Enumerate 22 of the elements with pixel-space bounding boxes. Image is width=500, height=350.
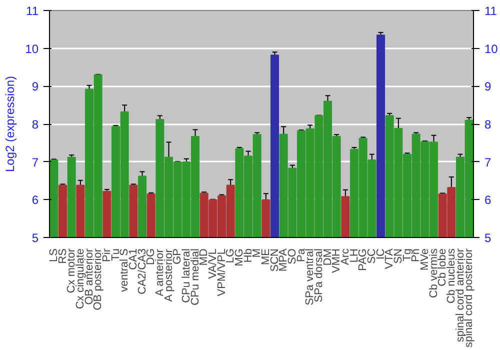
y-tick-label: 6: [32, 193, 39, 208]
y2-tick-label: 7: [484, 155, 492, 170]
x-tick-label: RS: [56, 248, 69, 264]
y2-tick-label: 8: [484, 118, 492, 132]
x-tick-label: Cb nucleus: [445, 248, 458, 304]
y2-tick-label: 10: [484, 42, 498, 56]
y-axis-title: Log2 (expression): [3, 76, 18, 172]
y2-tick-label: 5: [484, 231, 492, 245]
x-tick-label: spinal cord posterior: [463, 248, 476, 348]
y2-tick-label: 6: [484, 193, 492, 208]
y-tick-label: 8: [32, 118, 39, 132]
y2-tick-label: 9: [484, 80, 492, 94]
y-tick-label: 10: [25, 42, 39, 56]
y-tick-label: 11: [26, 4, 39, 18]
x-tick-label: MVe: [418, 248, 431, 271]
x-tick-label: SPa dorsal: [312, 248, 325, 302]
x-tick-label: SO: [286, 248, 298, 264]
y2-tick-label: 11: [484, 4, 498, 18]
y-tick-label: 5: [32, 231, 39, 245]
x-tick-label: Arc: [339, 248, 352, 265]
y-tick-label: 7: [32, 155, 39, 170]
y-tick-label: 9: [32, 80, 39, 94]
